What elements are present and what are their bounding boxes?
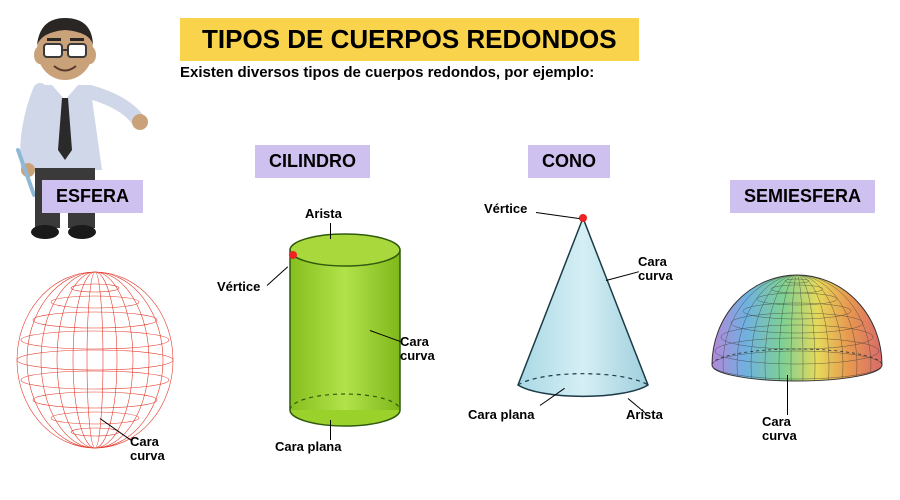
shape-cono: Vértice Cara curva Cara plana Arista <box>488 210 698 480</box>
ann-cono-vertice: Vértice <box>484 202 527 216</box>
label-esfera: ESFERA <box>42 180 143 213</box>
label-semiesfera: SEMIESFERA <box>730 180 875 213</box>
shape-cilindro: Arista Vértice Cara curva Cara plana <box>235 225 455 485</box>
page-subtitle: Existen diversos tipos de cuerpos redond… <box>180 64 594 81</box>
label-cilindro: CILINDRO <box>255 145 370 178</box>
label-cono: CONO <box>528 145 610 178</box>
ann-cil-cara-plana: Cara plana <box>275 440 341 454</box>
ann-cil-arista: Arista <box>305 207 342 221</box>
page-title: TIPOS DE CUERPOS REDONDOS <box>180 18 639 61</box>
ann-esfera-cara-curva: Cara curva <box>130 435 165 464</box>
ann-cono-arista: Arista <box>626 408 663 422</box>
ann-semi-cara-curva: Cara curva <box>762 415 797 444</box>
ann-cono-cara-plana: Cara plana <box>468 408 534 422</box>
teacher-illustration <box>10 10 160 260</box>
ann-cil-vertice: Vértice <box>217 280 260 294</box>
shape-semiesfera: Cara curva <box>702 255 897 475</box>
ann-cono-cara-curva: Cara curva <box>638 255 673 284</box>
shape-esfera: Cara curva <box>10 260 200 480</box>
ann-cil-cara-curva: Cara curva <box>400 335 435 364</box>
